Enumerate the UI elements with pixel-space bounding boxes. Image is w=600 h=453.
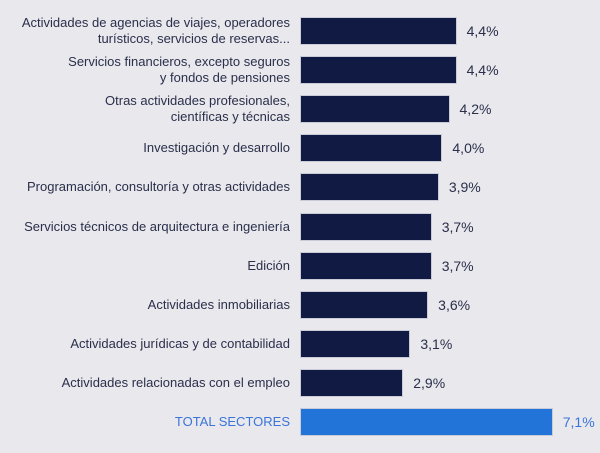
- value-label: 3,9%: [448, 179, 481, 196]
- value-label: 4,4%: [466, 23, 499, 39]
- category-label-line: Actividades jurídicas y de contabilidad: [70, 335, 290, 351]
- category-label-line: científicas y técnicas: [170, 109, 290, 125]
- category-label-edicion: Edición: [247, 258, 290, 274]
- bar: [300, 251, 432, 280]
- bar: [300, 95, 450, 124]
- category-label-servicios-tecnicos-de-arquitectura-e-ing: Servicios técnicos de arquitectura e ing…: [24, 219, 290, 235]
- category-label-actividades-de-agencias-de-viajes-operad: Actividades de agencias de viajes, opera…: [22, 15, 290, 47]
- category-label-line: y fondos de pensiones: [159, 70, 290, 86]
- value-label: 4,2%: [459, 101, 492, 118]
- category-label-otras-actividades-profesionales-cientifi: Otras actividades profesionales, científi…: [105, 93, 290, 125]
- category-label-line: Servicios financieros, excepto seguros: [68, 54, 290, 70]
- category-label-line: Servicios técnicos de arquitectura e ing…: [24, 218, 290, 234]
- value-label: 3,7%: [441, 218, 474, 235]
- category-label-investigacion-y-desarrollo: Investigación y desarrollo: [143, 140, 290, 156]
- bar: [300, 173, 439, 202]
- value-label: 3,1%: [420, 335, 453, 352]
- bar: [300, 329, 411, 358]
- bar: [300, 212, 432, 241]
- category-label-line: Programación, consultoría y otras activi…: [26, 179, 290, 195]
- category-label-line: Edición: [247, 257, 290, 273]
- bar: [300, 134, 443, 163]
- value-label: 3,6%: [438, 296, 471, 313]
- category-label-line: Actividades inmobiliarias: [147, 296, 290, 312]
- value-label: 2,9%: [413, 374, 446, 391]
- category-label-total-sectores: TOTAL SECTORES: [175, 414, 290, 430]
- category-label-programacion-consultoria-y-otras-activid: Programación, consultoría y otras activi…: [27, 179, 290, 195]
- category-label-actividades-inmobiliarias: Actividades inmobiliarias: [148, 297, 290, 313]
- value-label: 4,4%: [466, 62, 499, 79]
- category-label-line: Investigación y desarrollo: [143, 140, 290, 156]
- category-label-line: Actividades de agencias de viajes, opera…: [21, 15, 290, 30]
- category-label-line: Actividades relacionadas con el empleo: [61, 374, 290, 390]
- value-label: 4,0%: [452, 140, 485, 157]
- value-label: 7,1%: [562, 414, 595, 430]
- bar: [300, 290, 429, 319]
- category-label-servicios-financieros-excepto-seguros-y-: Servicios financieros, excepto seguros y …: [68, 54, 290, 86]
- bar: [300, 17, 457, 45]
- category-label-line: turísticos, servicios de reservas...: [97, 31, 290, 46]
- category-label-line: TOTAL SECTORES: [174, 414, 290, 429]
- bar-total: [300, 408, 553, 436]
- bar: [300, 368, 404, 397]
- bar: [300, 56, 457, 85]
- category-label-line: Otras actividades profesionales,: [105, 93, 290, 109]
- category-label-actividades-juridicas-y-de-contabilidad: Actividades jurídicas y de contabilidad: [70, 336, 290, 352]
- value-label: 3,7%: [441, 257, 474, 274]
- category-label-actividades-relacionadas-con-el-empleo: Actividades relacionadas con el empleo: [62, 375, 290, 391]
